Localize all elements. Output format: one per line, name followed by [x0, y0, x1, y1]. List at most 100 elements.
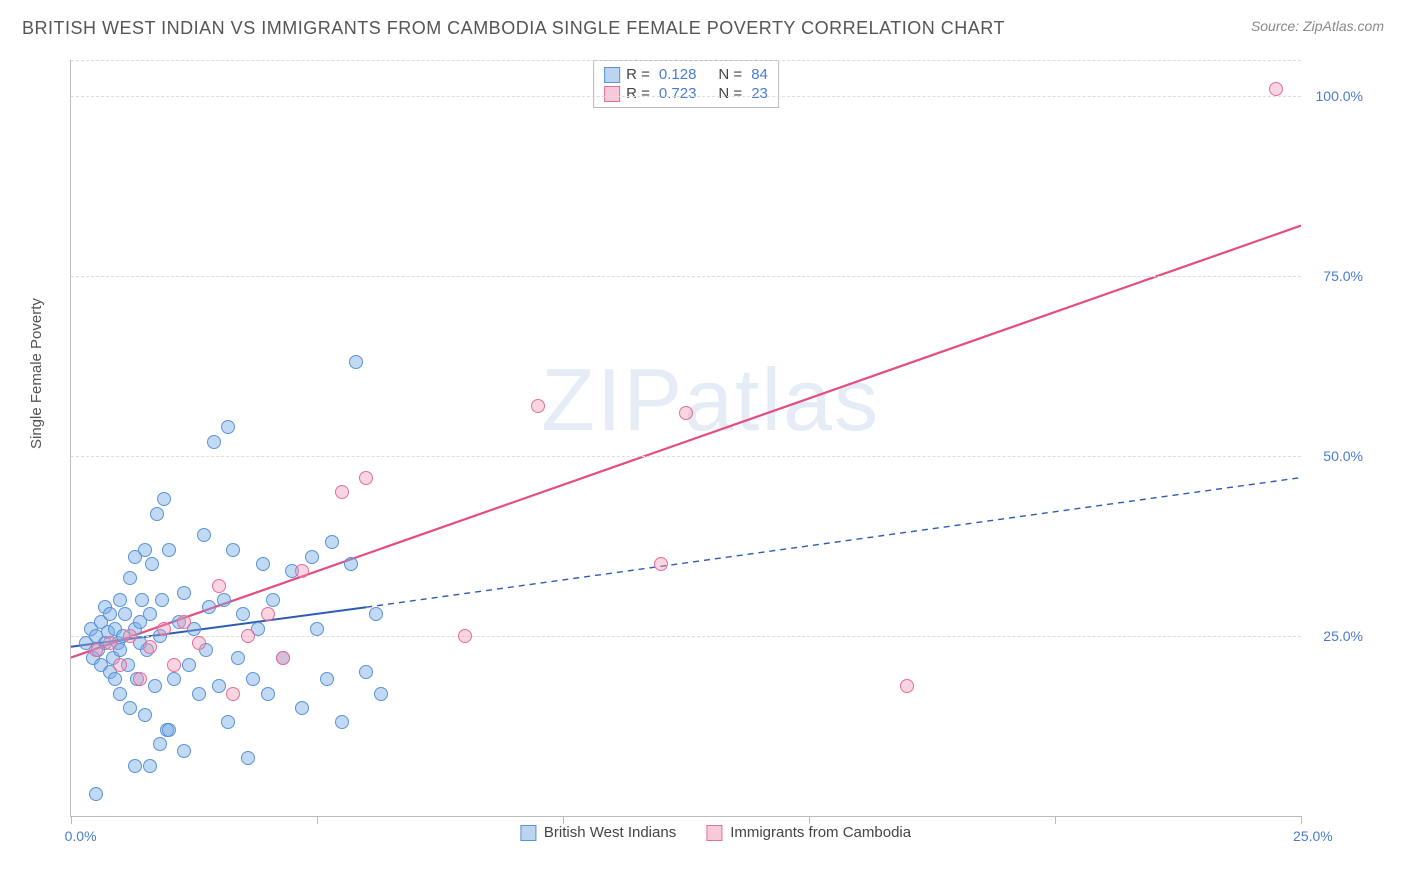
- data-point: [246, 672, 260, 686]
- watermark-bold: ZIP: [541, 350, 684, 449]
- data-point: [145, 557, 159, 571]
- data-point: [182, 658, 196, 672]
- data-point: [128, 759, 142, 773]
- y-tick-label: 25.0%: [1323, 628, 1363, 644]
- correlation-info-box: R = 0.128 N = 84 R = 0.723 N = 23: [593, 60, 779, 108]
- data-point: [212, 679, 226, 693]
- data-point: [679, 406, 693, 420]
- legend-bottom: British West Indians Immigrants from Cam…: [520, 824, 911, 841]
- swatch-pink-icon: [706, 825, 722, 841]
- data-point: [261, 687, 275, 701]
- data-point: [138, 708, 152, 722]
- x-tick: [563, 816, 564, 824]
- data-point: [295, 564, 309, 578]
- info-row-pink: R = 0.723 N = 23: [604, 84, 768, 103]
- data-point: [266, 593, 280, 607]
- gridline: [71, 276, 1301, 277]
- data-point: [157, 492, 171, 506]
- data-point: [89, 643, 103, 657]
- data-point: [148, 679, 162, 693]
- data-point: [236, 607, 250, 621]
- x-tick: [809, 816, 810, 824]
- data-point: [123, 629, 137, 643]
- trend-lines: [71, 60, 1301, 816]
- gridline: [71, 96, 1301, 97]
- r-label: R =: [626, 85, 650, 102]
- data-point: [654, 557, 668, 571]
- source-link[interactable]: ZipAtlas.com: [1303, 18, 1384, 34]
- data-point: [192, 636, 206, 650]
- data-point: [143, 607, 157, 621]
- data-point: [335, 715, 349, 729]
- watermark: ZIPatlas: [541, 349, 880, 451]
- n-label: N =: [718, 85, 742, 102]
- plot-area: ZIPatlas R = 0.128 N = 84 R = 0.723: [70, 60, 1301, 817]
- data-point: [276, 651, 290, 665]
- data-point: [226, 543, 240, 557]
- gridline: [71, 636, 1301, 637]
- data-point: [295, 701, 309, 715]
- title-bar: BRITISH WEST INDIAN VS IMMIGRANTS FROM C…: [0, 0, 1406, 47]
- swatch-blue-icon: [520, 825, 536, 841]
- legend-label: Immigrants from Cambodia: [730, 824, 911, 841]
- data-point: [1269, 82, 1283, 96]
- data-point: [197, 528, 211, 542]
- data-point: [231, 651, 245, 665]
- chart-title: BRITISH WEST INDIAN VS IMMIGRANTS FROM C…: [22, 18, 1005, 39]
- data-point: [143, 640, 157, 654]
- data-point: [103, 636, 117, 650]
- data-point: [305, 550, 319, 564]
- gridline: [71, 456, 1301, 457]
- n-label: N =: [718, 66, 742, 83]
- data-point: [113, 687, 127, 701]
- x-tick: [317, 816, 318, 824]
- x-tick: [1055, 816, 1056, 824]
- info-row-blue: R = 0.128 N = 84: [604, 65, 768, 84]
- data-point: [344, 557, 358, 571]
- legend-label: British West Indians: [544, 824, 676, 841]
- data-point: [177, 586, 191, 600]
- data-point: [89, 787, 103, 801]
- data-point: [212, 579, 226, 593]
- data-point: [167, 672, 181, 686]
- chart-area: Single Female Poverty ZIPatlas R = 0.128…: [50, 50, 1381, 847]
- x-tick: [71, 816, 72, 824]
- trend-line: [71, 226, 1301, 658]
- data-point: [369, 607, 383, 621]
- data-point: [359, 471, 373, 485]
- data-point: [320, 672, 334, 686]
- data-point: [221, 715, 235, 729]
- x-tick-label: 25.0%: [1293, 828, 1333, 844]
- data-point: [900, 679, 914, 693]
- data-point: [325, 535, 339, 549]
- x-tick: [1301, 816, 1302, 824]
- data-point: [138, 543, 152, 557]
- r-label: R =: [626, 66, 650, 83]
- data-point: [167, 658, 181, 672]
- data-point: [241, 751, 255, 765]
- data-point: [177, 744, 191, 758]
- source-attribution: Source: ZipAtlas.com: [1251, 18, 1384, 34]
- y-tick-label: 100.0%: [1316, 88, 1363, 104]
- data-point: [157, 622, 171, 636]
- data-point: [143, 759, 157, 773]
- chart-container: BRITISH WEST INDIAN VS IMMIGRANTS FROM C…: [0, 0, 1406, 892]
- data-point: [261, 607, 275, 621]
- data-point: [458, 629, 472, 643]
- data-point: [221, 420, 235, 434]
- data-point: [177, 615, 191, 629]
- swatch-pink-icon: [604, 86, 620, 102]
- data-point: [202, 600, 216, 614]
- x-tick-label: 0.0%: [65, 828, 97, 844]
- gridline: [71, 60, 1301, 61]
- data-point: [113, 658, 127, 672]
- data-point: [335, 485, 349, 499]
- data-point: [162, 723, 176, 737]
- data-point: [108, 672, 122, 686]
- data-point: [155, 593, 169, 607]
- data-point: [359, 665, 373, 679]
- watermark-light: atlas: [684, 350, 880, 449]
- swatch-blue-icon: [604, 67, 620, 83]
- data-point: [123, 701, 137, 715]
- data-point: [192, 687, 206, 701]
